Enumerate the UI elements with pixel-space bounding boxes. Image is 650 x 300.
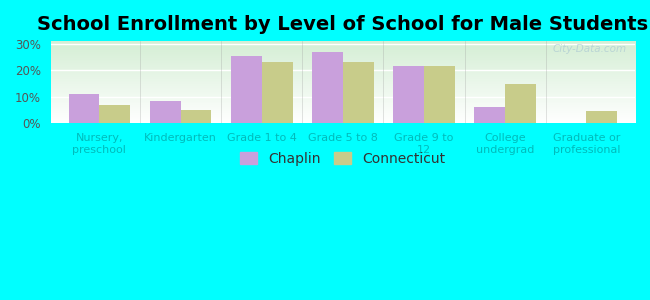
Bar (393, 66, 424, 123)
Bar (343, 62, 374, 123)
Bar (69, 94, 99, 123)
Bar (99, 105, 130, 123)
Bar (505, 84, 536, 123)
Bar (474, 107, 505, 123)
Bar (231, 56, 262, 123)
Title: School Enrollment by Level of School for Male Students: School Enrollment by Level of School for… (37, 15, 649, 34)
Bar (262, 62, 292, 123)
Bar (181, 110, 211, 123)
Text: City-Data.com: City-Data.com (552, 44, 626, 54)
Bar (424, 66, 455, 123)
Bar (586, 111, 617, 123)
Bar (312, 52, 343, 123)
Legend: Chaplin, Connecticut: Chaplin, Connecticut (240, 152, 445, 166)
Bar (150, 101, 181, 123)
